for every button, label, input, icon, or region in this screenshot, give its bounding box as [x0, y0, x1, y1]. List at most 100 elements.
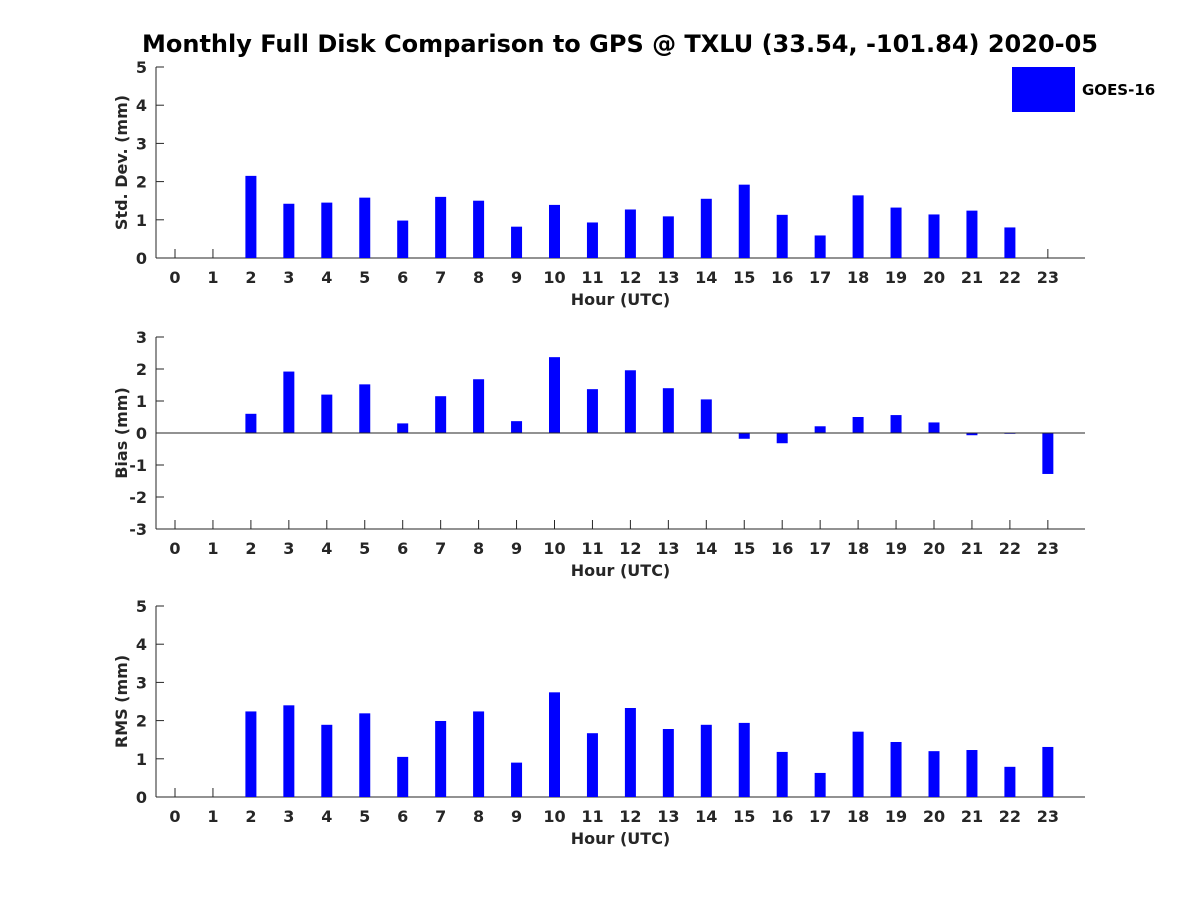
- x-tick-label: 16: [771, 268, 793, 287]
- bar-hour-6: [397, 423, 409, 433]
- y-tick-label: -2: [129, 488, 147, 507]
- bar-hour-14: [700, 724, 712, 797]
- x-axis-label: Hour (UTC): [571, 829, 671, 848]
- bar-hour-2: [245, 175, 257, 258]
- x-tick-label: 15: [733, 539, 755, 558]
- bar-hour-10: [549, 357, 560, 433]
- y-tick-label: 3: [136, 134, 147, 153]
- x-tick-label: 19: [885, 807, 907, 826]
- y-tick-label: -1: [129, 456, 147, 475]
- bar-hour-18: [852, 731, 864, 797]
- bar-hour-13: [662, 388, 674, 433]
- bar-hour-18: [852, 195, 864, 258]
- x-tick-label: 17: [809, 539, 831, 558]
- x-tick-label: 12: [619, 539, 641, 558]
- x-tick-label: 18: [847, 268, 869, 287]
- x-tick-label: 8: [473, 807, 484, 826]
- bar-hour-5: [359, 197, 371, 258]
- x-tick-label: 2: [245, 268, 256, 287]
- bar-hour-12: [624, 707, 636, 797]
- bar-hour-6: [397, 220, 409, 258]
- bar-hour-9: [511, 226, 523, 258]
- bar-hour-4: [321, 394, 333, 433]
- bar-hour-20: [928, 422, 940, 433]
- x-tick-label: 7: [435, 268, 446, 287]
- x-tick-label: 11: [581, 268, 603, 287]
- bar-hour-21: [966, 750, 978, 797]
- bar-hour-9: [511, 762, 523, 797]
- y-tick-label: -3: [129, 520, 147, 539]
- y-axis-label: Std. Dev. (mm): [112, 95, 131, 230]
- bar-hour-21: [966, 433, 978, 436]
- x-tick-label: 2: [245, 807, 256, 826]
- bar-hour-16: [776, 751, 788, 797]
- bar-hour-20: [928, 751, 940, 797]
- bar-hour-5: [359, 384, 371, 433]
- y-tick-label: 0: [136, 424, 147, 443]
- y-tick-label: 4: [136, 96, 147, 115]
- chart-title: Monthly Full Disk Comparison to GPS @ TX…: [141, 30, 1098, 58]
- x-tick-label: 10: [543, 539, 565, 558]
- x-tick-label: 9: [511, 539, 522, 558]
- x-tick-label: 16: [771, 539, 793, 558]
- legend-swatch-goes-16: [1012, 67, 1075, 112]
- x-tick-label: 7: [435, 539, 446, 558]
- bar-hour-23: [1042, 746, 1054, 797]
- x-tick-label: 0: [169, 268, 180, 287]
- bar-hour-15: [738, 184, 750, 258]
- x-tick-label: 5: [359, 807, 370, 826]
- bar-hour-4: [321, 202, 333, 258]
- x-tick-label: 22: [999, 539, 1021, 558]
- bar-hour-17: [814, 426, 826, 433]
- x-axis-label: Hour (UTC): [571, 561, 671, 580]
- y-tick-label: 0: [136, 788, 147, 807]
- x-tick-label: 23: [1037, 807, 1059, 826]
- x-tick-label: 6: [397, 807, 408, 826]
- x-tick-label: 6: [397, 268, 408, 287]
- x-tick-label: 20: [923, 268, 945, 287]
- bar-hour-16: [776, 214, 788, 258]
- x-tick-label: 12: [619, 807, 641, 826]
- bar-hour-12: [624, 209, 636, 258]
- x-tick-label: 11: [581, 539, 603, 558]
- x-tick-label: 11: [581, 807, 603, 826]
- y-tick-label: 0: [136, 249, 147, 268]
- x-tick-label: 22: [999, 807, 1021, 826]
- bar-hour-14: [700, 198, 712, 258]
- x-tick-label: 13: [657, 807, 679, 826]
- x-tick-label: 10: [543, 268, 565, 287]
- bar-hour-4: [321, 724, 333, 797]
- bar-hour-8: [473, 379, 485, 433]
- x-tick-label: 22: [999, 268, 1021, 287]
- y-axis-label: RMS (mm): [112, 655, 131, 748]
- bar-hour-22: [1004, 227, 1016, 258]
- bar-hour-3: [283, 705, 295, 797]
- bar-hour-21: [966, 210, 978, 258]
- x-tick-label: 15: [733, 807, 755, 826]
- bar-hour-20: [928, 214, 940, 258]
- x-tick-label: 15: [733, 268, 755, 287]
- bar-hour-16: [776, 433, 788, 444]
- bar-hour-6: [397, 756, 409, 797]
- bar-hour-22: [1004, 766, 1016, 797]
- bar-hour-23: [1042, 433, 1054, 474]
- x-tick-label: 4: [321, 807, 332, 826]
- x-tick-label: 9: [511, 268, 522, 287]
- legend: GOES-16: [1012, 67, 1162, 113]
- bar-hour-17: [814, 772, 826, 797]
- x-tick-label: 21: [961, 268, 983, 287]
- x-tick-label: 2: [245, 539, 256, 558]
- bar-hour-11: [586, 222, 598, 258]
- x-tick-label: 6: [397, 539, 408, 558]
- bar-hour-10: [549, 692, 560, 797]
- y-tick-label: 2: [136, 173, 147, 192]
- bar-hour-15: [738, 722, 750, 797]
- x-tick-label: 13: [657, 539, 679, 558]
- x-tick-label: 9: [511, 807, 522, 826]
- bar-hour-2: [245, 711, 257, 797]
- x-tick-label: 14: [695, 539, 717, 558]
- bar-hour-13: [662, 216, 674, 258]
- bar-hour-18: [852, 417, 864, 433]
